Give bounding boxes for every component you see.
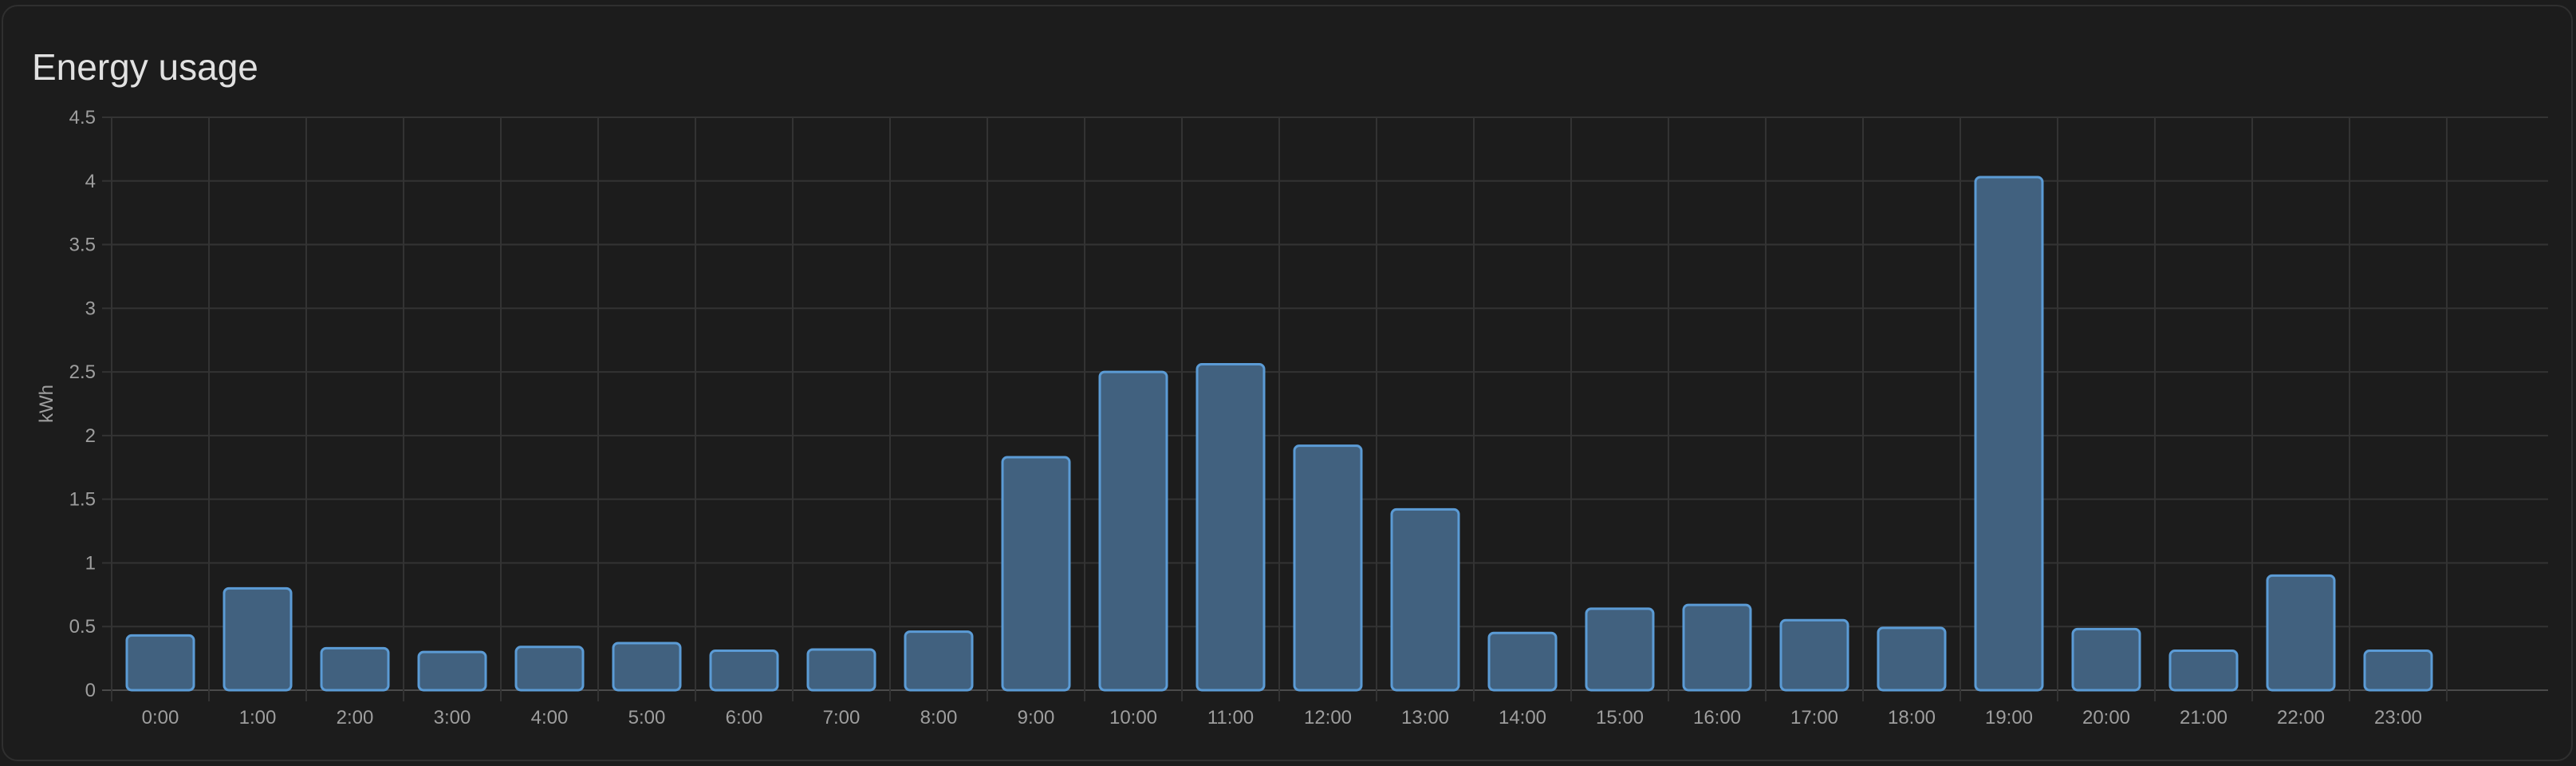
- x-tick-label: 4:00: [531, 707, 569, 728]
- bar-20-00[interactable]: [2071, 627, 2141, 692]
- bar-6-00[interactable]: [709, 650, 779, 692]
- bar-7-00[interactable]: [806, 648, 876, 692]
- energy-usage-card: Energy usage: [2, 5, 2573, 761]
- x-tick-label: 7:00: [823, 707, 861, 728]
- y-tick-label: 4: [85, 171, 96, 192]
- x-tick-label: 12:00: [1304, 707, 1352, 728]
- x-tick-label: 16:00: [1693, 707, 1741, 728]
- y-axis-label: kWh: [36, 385, 57, 423]
- x-tick-label: 3:00: [434, 707, 471, 728]
- x-tick-label: 17:00: [1790, 707, 1838, 728]
- x-tick-label: 19:00: [1985, 707, 2033, 728]
- bar-2-00[interactable]: [320, 646, 390, 692]
- bar-23-00[interactable]: [2363, 650, 2433, 692]
- bars: [125, 176, 2433, 692]
- bar-13-00[interactable]: [1390, 507, 1460, 692]
- x-tick-label: 13:00: [1401, 707, 1449, 728]
- y-tick-label: 3: [85, 298, 96, 319]
- y-tick-label: 3.5: [69, 235, 96, 256]
- y-tick-label: 4.5: [69, 107, 96, 128]
- x-tick-label: 10:00: [1109, 707, 1157, 728]
- bar-12-00[interactable]: [1293, 444, 1363, 692]
- grid-lines: [102, 116, 2548, 701]
- bar-10-00[interactable]: [1098, 370, 1168, 692]
- bar-9-00[interactable]: [1001, 456, 1071, 692]
- bar-4-00[interactable]: [514, 646, 585, 692]
- bar-0-00[interactable]: [125, 634, 195, 692]
- x-tick-label: 1:00: [239, 707, 277, 728]
- bar-15-00[interactable]: [1585, 607, 1655, 692]
- y-axis-ticks: 0 0.5 1 1.5 2 2.5 3 3.5 4 4.5: [69, 107, 96, 701]
- x-tick-label: 18:00: [1888, 707, 1936, 728]
- bar-16-00[interactable]: [1682, 603, 1752, 692]
- x-tick-label: 9:00: [1018, 707, 1055, 728]
- y-tick-label: 1.5: [69, 489, 96, 511]
- x-tick-label: 21:00: [2180, 707, 2227, 728]
- bar-11-00[interactable]: [1195, 363, 1266, 692]
- x-tick-label: 5:00: [628, 707, 666, 728]
- bar-22-00[interactable]: [2266, 574, 2336, 692]
- y-tick-label: 1: [85, 552, 96, 574]
- x-tick-label: 8:00: [920, 707, 958, 728]
- card-title: Energy usage: [32, 46, 258, 88]
- y-tick-label: 2: [85, 425, 96, 447]
- x-tick-label: 23:00: [2374, 707, 2422, 728]
- x-tick-label: 14:00: [1499, 707, 1546, 728]
- y-tick-label: 0: [85, 680, 96, 701]
- bar-8-00[interactable]: [904, 630, 974, 692]
- x-tick-label: 0:00: [142, 707, 179, 728]
- x-tick-label: 22:00: [2277, 707, 2325, 728]
- bar-17-00[interactable]: [1779, 618, 1849, 692]
- bar-18-00[interactable]: [1877, 626, 1947, 692]
- y-tick-label: 0.5: [69, 616, 96, 638]
- bar-5-00[interactable]: [612, 642, 682, 692]
- x-tick-label: 20:00: [2082, 707, 2130, 728]
- bar-1-00[interactable]: [223, 586, 293, 692]
- x-tick-label: 2:00: [337, 707, 374, 728]
- bar-21-00[interactable]: [2168, 650, 2239, 692]
- y-tick-label: 2.5: [69, 361, 96, 383]
- bar-14-00[interactable]: [1487, 631, 1558, 692]
- bar-3-00[interactable]: [417, 650, 487, 692]
- bar-19-00[interactable]: [1974, 176, 2044, 692]
- x-tick-label: 15:00: [1596, 707, 1644, 728]
- x-tick-label: 11:00: [1207, 707, 1254, 728]
- x-axis-ticks: 0:00 1:00 2:00 3:00 4:00 5:00 6:00 7:00 8:00 9:00…: [142, 707, 2422, 728]
- x-tick-label: 6:00: [726, 707, 763, 728]
